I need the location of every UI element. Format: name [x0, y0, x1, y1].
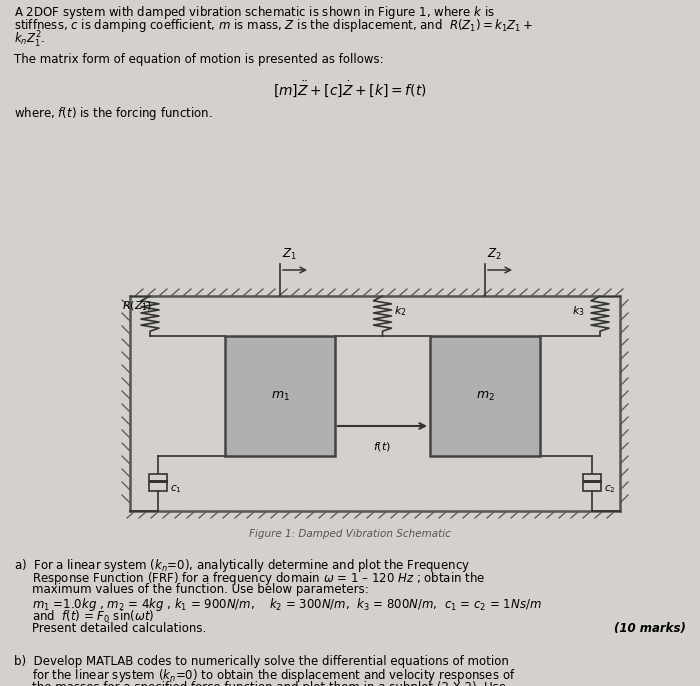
Text: Figure 1: Damped Vibration Schematic: Figure 1: Damped Vibration Schematic [249, 529, 451, 539]
Bar [225, 336, 335, 456]
Text: for the linear system ($k_n$=0) to obtain the displacement and velocity response: for the linear system ($k_n$=0) to obtai… [32, 667, 516, 685]
Text: A 2DOF system with damped vibration schematic is shown in Figure 1, where $k$ is: A 2DOF system with damped vibration sche… [14, 4, 495, 21]
Text: b)  Develop MATLAB codes to numerically solve the differential equations of moti: b) Develop MATLAB codes to numerically s… [14, 654, 509, 667]
Text: and  $f(t)$ = $F_0$ sin($\omega t$): and $f(t)$ = $F_0$ sin($\omega t$) [32, 609, 155, 625]
Text: a)  For a linear system ($k_n$=0), analytically determine and plot the Frequency: a) For a linear system ($k_n$=0), analyt… [14, 557, 470, 574]
Text: (10 marks): (10 marks) [614, 622, 686, 635]
Text: $k_nZ_1^2$.: $k_nZ_1^2$. [14, 30, 46, 50]
Text: Present detailed calculations.: Present detailed calculations. [32, 622, 206, 635]
Text: $f(t)$: $f(t)$ [374, 440, 391, 453]
Text: Response Function (FRF) for a frequency domain $\omega$ = 1 – 120 $Hz$ ; obtain : Response Function (FRF) for a frequency … [32, 570, 485, 587]
Text: stiffness, $c$ is damping coefficient, $m$ is mass, $Z$ is the displacement, and: stiffness, $c$ is damping coefficient, $… [14, 17, 533, 34]
Text: $m_1$ =1.0$kg$ , $m_2$ = 4$kg$ , $k_1$ = 900$N/m$,    $k_2$ = 300$N/m$,  $k_3$ =: $m_1$ =1.0$kg$ , $m_2$ = 4$kg$ , $k_1$ =… [32, 596, 542, 613]
Text: $k_3$: $k_3$ [572, 304, 584, 318]
Text: $Z_1$: $Z_1$ [282, 247, 297, 262]
Text: $c_2$: $c_2$ [604, 483, 615, 495]
Text: $m_1$: $m_1$ [270, 390, 290, 403]
Text: $Z_2$: $Z_2$ [487, 247, 502, 262]
Text: where, $f(t)$ is the forcing function.: where, $f(t)$ is the forcing function. [14, 106, 213, 122]
Text: maximum values of the function. Use below parameters:: maximum values of the function. Use belo… [32, 583, 369, 596]
Bar [430, 336, 540, 456]
Text: $c_1$: $c_1$ [170, 483, 182, 495]
Text: $k_2$: $k_2$ [395, 304, 407, 318]
Bar [149, 474, 167, 491]
Text: the masses for a specified force function and plot them in a subplot (2 X 2). Us: the masses for a specified force functio… [32, 681, 506, 686]
Bar [583, 474, 601, 491]
Text: $[m]\ddot{Z} + [c]\dot{Z} + [k] = f(t)$: $[m]\ddot{Z} + [c]\dot{Z} + [k] = f(t)$ [273, 80, 427, 99]
Text: $m_2$: $m_2$ [475, 390, 494, 403]
Text: $R(Z_1)$: $R(Z_1)$ [122, 299, 153, 313]
Text: The matrix form of equation of motion is presented as follows:: The matrix form of equation of motion is… [14, 54, 384, 67]
